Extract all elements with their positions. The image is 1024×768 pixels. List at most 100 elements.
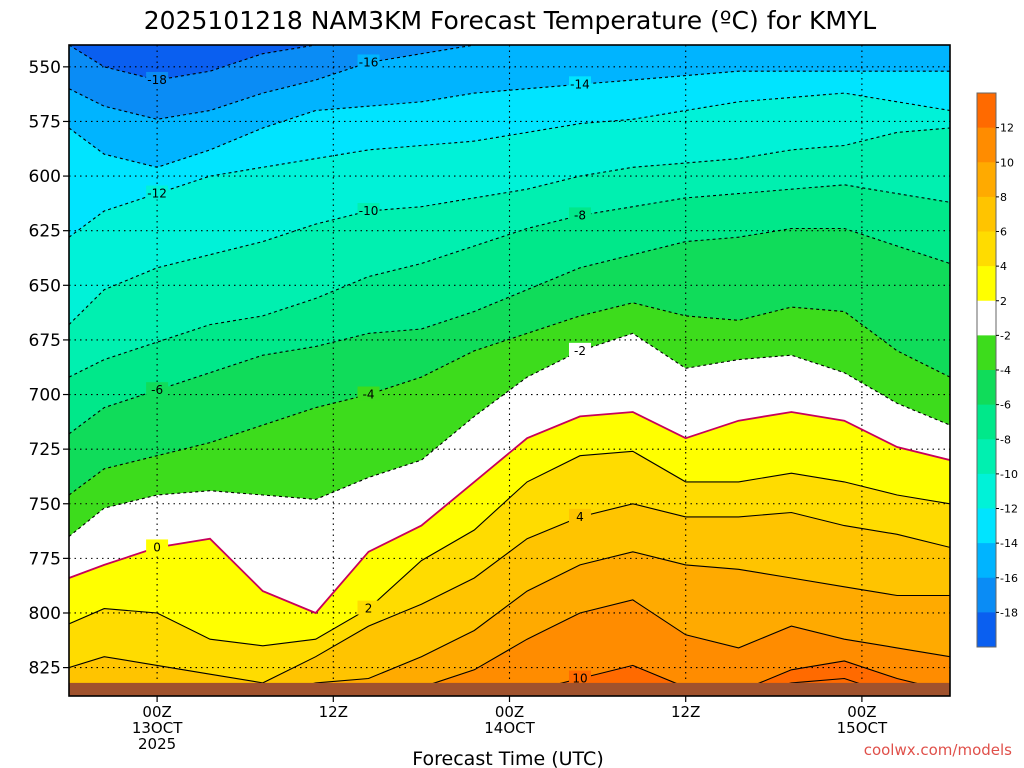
plot-area: -18 -16 -14 -12 -10 -8 -6 -4 -2 0 2 4 10	[69, 45, 950, 696]
colorbar-segment	[977, 543, 996, 579]
x-tick-label: 13OCT	[132, 719, 183, 737]
colorbar-segment	[977, 162, 996, 198]
band-above-8	[69, 599, 950, 696]
x-tick-label: 2025	[138, 735, 176, 753]
y-tick-label: 750	[29, 495, 61, 515]
colorbar-segment	[977, 93, 996, 129]
y-tick-label: 650	[29, 276, 61, 296]
isotherm-label: 4	[576, 510, 584, 524]
colorbar-label: -10	[1000, 468, 1018, 481]
colorbar-segment	[977, 473, 996, 509]
x-tick-label: 00Z	[847, 703, 876, 721]
isotherm-label-bg	[568, 342, 591, 357]
isotherm-label: -8	[574, 208, 586, 222]
grid-lines	[69, 45, 950, 696]
colorbar-label: -16	[1000, 572, 1018, 585]
colorbar-segment	[977, 577, 996, 613]
isotherm-label: 2	[365, 602, 373, 616]
colorbar-label: -2	[1000, 329, 1011, 342]
isotherm--2	[69, 332, 950, 537]
colorbar-segment	[977, 439, 996, 475]
y-tick-label: 550	[29, 58, 61, 78]
isotherm-label-bg	[568, 670, 591, 685]
x-tick-label: 00Z	[495, 703, 524, 721]
x-tick-label: 15OCT	[837, 719, 888, 737]
colorbar-label: 4	[1000, 260, 1007, 273]
isotherm-2	[69, 450, 950, 647]
isotherm--12	[69, 92, 950, 238]
isotherm-label: -2	[574, 344, 586, 358]
isotherm-label-bg	[146, 71, 169, 86]
y-axis: 550 575 600 625 650 675 700 725 750 775 800 825	[29, 58, 69, 679]
isotherm--4	[69, 302, 950, 496]
colorbar-label: 8	[1000, 191, 1007, 204]
isotherm-label-bg	[357, 386, 380, 401]
y-tick-label: 675	[29, 331, 61, 351]
y-tick-label: 725	[29, 440, 61, 460]
y-tick-label: 825	[29, 659, 61, 679]
isotherm-label: -12	[147, 187, 167, 201]
x-tick-label: 14OCT	[484, 719, 535, 737]
isotherm-12	[69, 677, 950, 696]
isotherm-label: -6	[151, 383, 163, 397]
isotherm--18	[69, 45, 950, 81]
colorbar-label: 6	[1000, 226, 1007, 239]
colorbar-segment	[977, 127, 996, 163]
isotherm--16	[69, 45, 950, 120]
isotherm-label-bg	[568, 207, 591, 222]
colorbar-segment	[977, 370, 996, 406]
isotherm-label-bg	[568, 76, 591, 91]
isotherm-label: -14	[570, 77, 590, 91]
y-tick-label: 775	[29, 549, 61, 569]
isotherm-label-bg	[146, 539, 169, 554]
colorbar-segment	[977, 404, 996, 440]
chart-title: 2025101218 NAM3KM Forecast Temperature (…	[144, 6, 876, 35]
colorbar-segment	[977, 196, 996, 232]
isotherm-label: -18	[147, 73, 167, 87]
x-tick-label: 12Z	[671, 703, 700, 721]
y-tick-label: 800	[29, 604, 61, 624]
colorbar-legend: 12 10 8 6 4 2 -2 -4 -6 -8 -10 -12 -14 -16 -18	[976, 92, 1018, 648]
y-tick-label: 575	[29, 112, 61, 132]
colorbar-label: -18	[1000, 606, 1018, 619]
ground-surface	[69, 682, 950, 696]
temperature-bands	[69, 45, 950, 696]
isotherm-label: -4	[363, 388, 375, 402]
isotherm-label: 0	[153, 540, 161, 554]
isotherm-label: -16	[359, 55, 379, 69]
isotherm-0	[69, 411, 950, 615]
x-axis-label: Forecast Time (UTC)	[412, 748, 603, 768]
isotherm--6	[69, 227, 950, 435]
isotherm-label-bg	[357, 203, 380, 218]
colorbar-label: -4	[1000, 364, 1011, 377]
colorbar-segment	[977, 612, 996, 648]
colorbar-label: -6	[1000, 399, 1011, 412]
isotherm--10	[69, 127, 950, 325]
isotherm-label: 10	[572, 672, 587, 686]
colorbar-segment	[977, 335, 996, 371]
isotherm-label-bg	[357, 54, 380, 69]
colorbar-label: 2	[1000, 295, 1007, 308]
colorbar-label: 12	[1000, 122, 1014, 135]
isotherm-4	[69, 503, 950, 684]
colorbar-label: -14	[1000, 537, 1018, 550]
y-tick-label: 700	[29, 386, 61, 406]
colorbar-segment	[977, 266, 996, 302]
x-tick-label: 00Z	[142, 703, 171, 721]
credit-text: coolwx.com/models	[864, 741, 1012, 759]
isotherm-label-bg	[568, 508, 591, 523]
isotherm-label-bg	[357, 600, 380, 615]
isotherm-lines: -18 -16 -14 -12 -10 -8 -6 -4 -2 0 2 4 10	[69, 45, 950, 696]
isotherm--14	[69, 70, 950, 168]
colorbar-label: -8	[1000, 433, 1011, 446]
isotherm-label-bg	[146, 185, 169, 200]
isotherm-label: -10	[359, 204, 379, 218]
isotherm-8	[69, 599, 950, 696]
isotherm-label-bg	[146, 382, 169, 397]
isotherm-6	[69, 551, 950, 696]
colorbar-segment	[977, 508, 996, 544]
y-tick-label: 625	[29, 222, 61, 242]
colorbar-segment	[977, 300, 996, 336]
